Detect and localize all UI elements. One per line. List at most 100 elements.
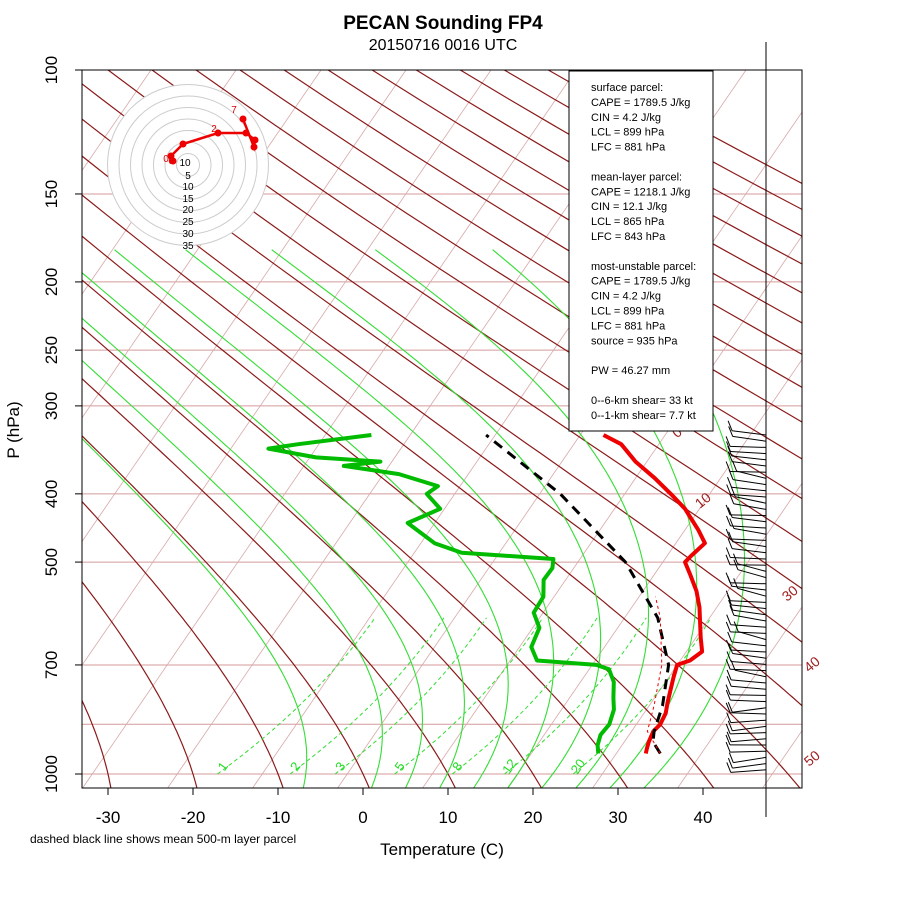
wind-barb [730, 445, 767, 448]
wind-barb [730, 538, 767, 541]
footnote: dashed black line shows mean 500-m layer… [30, 832, 296, 846]
mixing-ratio-line [451, 617, 598, 775]
x-tick-label: 0 [358, 808, 367, 827]
info-box-line: CIN = 4.2 J/kg [591, 291, 661, 303]
wind-barb-flag [730, 660, 736, 671]
x-tick-label: 20 [524, 808, 543, 827]
wind-barb [733, 756, 767, 764]
wind-barb-flag [725, 504, 731, 516]
dry-adiabat-line [82, 83, 802, 590]
wind-barb [730, 668, 767, 672]
isotherm-line [847, 70, 900, 789]
wind-barb [730, 582, 767, 585]
info-box-line: CIN = 4.2 J/kg [591, 112, 661, 124]
wind-barb-flag [733, 621, 739, 632]
dry-adiabat-label: 50 [801, 747, 823, 769]
wind-barb [731, 486, 767, 492]
hodograph-ring [141, 118, 235, 212]
wind-barb-flag [725, 436, 731, 447]
moist-adiabat-line [185, 249, 555, 788]
mixing-ratio-label: 3 [332, 759, 348, 774]
wind-barb-flag [725, 528, 731, 540]
isotherm-line [762, 729, 802, 788]
wind-barb [731, 604, 767, 610]
wind-barb [731, 679, 767, 684]
moist-adiabat-line [82, 437, 308, 788]
wind-barb-flag [728, 426, 734, 437]
wind-barb-flag [729, 605, 735, 616]
mixing-ratio-line [572, 617, 712, 775]
hodograph-height-label: 2 [211, 124, 217, 135]
wind-barb-flag [725, 734, 731, 746]
dry-adiabat-line [82, 235, 715, 788]
wind-barb [730, 661, 767, 665]
wind-barb-flag [726, 676, 732, 687]
wind-barb-flag [727, 702, 733, 713]
info-box-line: CAPE = 1218.1 J/kg [591, 186, 690, 198]
wind-barb [731, 641, 767, 647]
hodograph-ring-label: 10 [179, 158, 191, 169]
info-box-line: CAPE = 1789.5 J/kg [591, 97, 690, 109]
moist-adiabat-line [82, 317, 424, 788]
wind-barb [730, 694, 767, 696]
hodograph-ring-label: 5 [185, 171, 191, 182]
wind-barb-flag [725, 689, 731, 701]
wind-barb-flag [732, 460, 738, 472]
wind-barb [730, 732, 767, 735]
x-tick-label: 30 [609, 808, 628, 827]
info-box-line: source = 935 hPa [591, 335, 678, 347]
info-box-line: LCL = 899 hPa [591, 306, 665, 318]
wind-barb-column [725, 42, 767, 817]
wind-barb-flag [725, 621, 731, 633]
y-tick-label: 700 [42, 651, 61, 679]
wind-barb-flag [726, 651, 732, 662]
y-tick-label: 150 [42, 180, 61, 208]
isotherm-line [82, 70, 407, 543]
wind-barb [737, 587, 767, 597]
mixing-ratio-line [504, 617, 647, 775]
info-box-line: PW = 46.27 mm [591, 365, 670, 377]
wind-barb-flag [727, 757, 733, 769]
hodograph-ring-label: 15 [182, 194, 194, 205]
x-tick-label: -10 [266, 808, 291, 827]
hodograph-point [214, 129, 222, 137]
wind-barb [733, 503, 767, 510]
x-axis-label: Temperature (C) [380, 840, 504, 859]
wind-barb-flag [727, 576, 733, 587]
wind-barb [730, 557, 767, 560]
sounding-profiles [266, 433, 707, 755]
wind-barb [738, 631, 767, 641]
wind-barb [734, 669, 767, 678]
y-tick-label: 100 [42, 56, 61, 84]
y-tick-label: 500 [42, 548, 61, 576]
x-tick-label: -30 [96, 808, 121, 827]
wind-barb-flag [725, 659, 731, 670]
info-box-line: LCL = 899 hPa [591, 127, 665, 139]
hodograph-ring-label: 35 [182, 241, 194, 252]
wind-barb [732, 653, 767, 659]
wind-barb-flag [733, 578, 739, 589]
hodograph-height-label: 7 [231, 105, 237, 116]
wind-barb [732, 479, 767, 486]
wind-barb [730, 712, 767, 715]
info-box-line: LFC = 843 hPa [591, 231, 666, 243]
wind-barb [735, 496, 767, 504]
wind-barb-flag [726, 515, 731, 527]
dry-adiabat-line [82, 118, 802, 643]
dry-adiabat-line [82, 435, 370, 788]
y-tick-label: 1000 [42, 755, 61, 793]
wind-barb-flag [728, 643, 734, 654]
hodograph-point [242, 129, 250, 137]
wind-barb-flag [726, 441, 731, 452]
mixing-ratio-line [217, 617, 376, 775]
hodograph-height-label: 0 [163, 154, 169, 165]
wind-barb [732, 548, 767, 554]
hodograph-point [179, 140, 187, 148]
wind-barb [730, 624, 767, 628]
wind-barb-flag [728, 531, 734, 542]
plot-frame [81, 69, 803, 789]
wind-barb-flag [727, 445, 733, 457]
hodograph-ring-label: 10 [182, 182, 194, 193]
wind-barb [730, 514, 767, 517]
